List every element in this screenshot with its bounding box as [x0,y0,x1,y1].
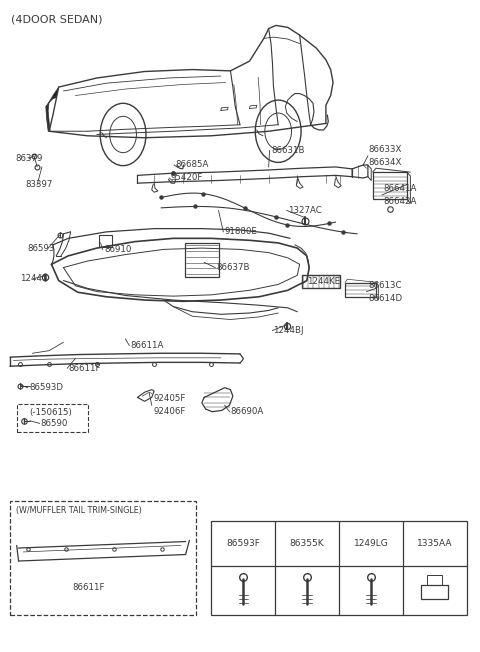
Text: 95420F: 95420F [171,173,203,183]
Text: 86613C: 86613C [368,280,401,289]
Text: 86611F: 86611F [72,583,105,592]
Text: (4DOOR SEDAN): (4DOOR SEDAN) [11,14,102,24]
Polygon shape [46,87,59,131]
Text: 86633X: 86633X [369,145,402,154]
Text: 86634X: 86634X [369,158,402,167]
Bar [372,172,407,200]
Text: 86593: 86593 [28,244,55,252]
Text: 86641A: 86641A [383,184,417,193]
Bar [345,282,376,297]
Text: 1335AA: 1335AA [417,539,453,548]
Bar [99,235,112,247]
Text: 12441: 12441 [21,274,48,283]
Text: 91880E: 91880E [225,228,258,237]
Text: 1244KE: 1244KE [307,277,340,286]
Bar [211,521,467,615]
Text: 86637B: 86637B [216,263,250,272]
Text: 86593D: 86593D [29,383,63,392]
Text: 86685A: 86685A [176,160,209,170]
Text: 86355K: 86355K [290,539,324,548]
Text: 1327AC: 1327AC [288,206,322,215]
Text: 86614D: 86614D [368,293,402,303]
Text: 92405F: 92405F [153,394,186,403]
Text: 86593F: 86593F [227,539,260,548]
Text: 86611F: 86611F [68,364,101,373]
Text: 83397: 83397 [25,180,53,189]
Text: 86379: 86379 [16,154,43,163]
Text: (-150615): (-150615) [29,408,72,417]
Bar [427,576,443,585]
Text: 86642A: 86642A [383,197,417,206]
Text: 86910: 86910 [104,245,132,254]
Text: (W/MUFFLER TAIL TRIM-SINGLE): (W/MUFFLER TAIL TRIM-SINGLE) [16,507,142,516]
Text: 86631B: 86631B [271,146,304,155]
Bar [185,243,218,276]
Text: 86590: 86590 [40,419,68,428]
Bar [10,501,196,615]
Text: 1244BJ: 1244BJ [274,326,304,335]
Text: 86611A: 86611A [130,341,164,350]
Text: 1249LG: 1249LG [354,539,388,548]
Bar [421,585,448,599]
Bar [302,275,340,288]
Text: 92406F: 92406F [153,408,186,416]
Text: 86690A: 86690A [230,408,264,416]
